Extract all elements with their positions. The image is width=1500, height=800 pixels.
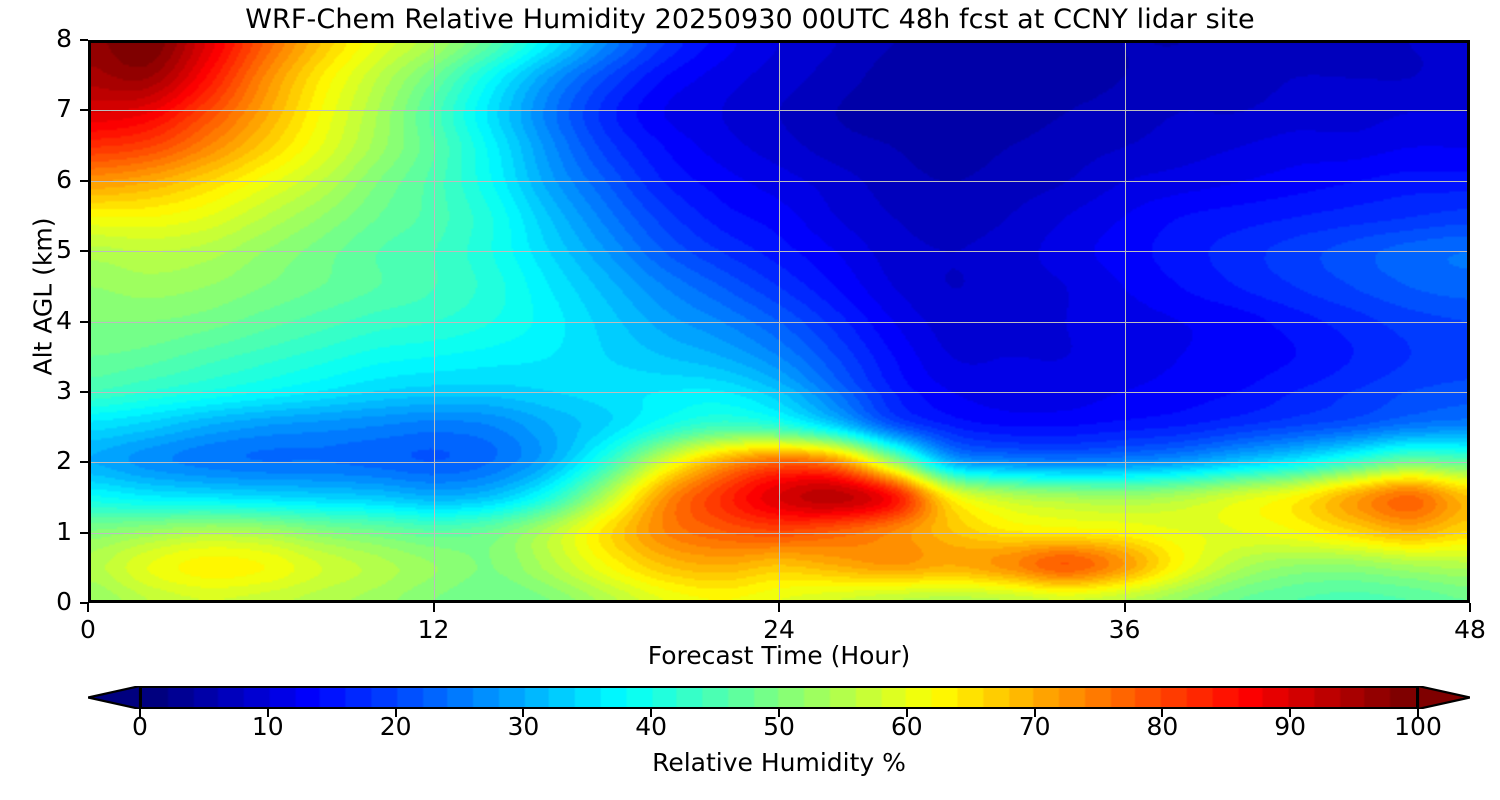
y-tick-mark [80, 250, 88, 253]
y-tick-mark [80, 320, 88, 323]
x-axis-label: Forecast Time (Hour) [647, 641, 911, 670]
colorbar-tick-label: 40 [635, 712, 668, 741]
colorbar-tick-mark [394, 709, 397, 717]
colorbar-tick-mark [778, 709, 780, 717]
y-tick-label: 0 [56, 587, 72, 616]
heatmap-field [91, 43, 1467, 600]
colorbar-tick-mark [266, 709, 269, 717]
y-tick-mark [80, 109, 88, 112]
colorbar-tick-label: 20 [379, 712, 412, 741]
colorbar-tick-label: 30 [507, 712, 540, 741]
plot-axes [88, 40, 1470, 603]
y-tick-label: 1 [56, 516, 72, 546]
y-tick-label: 3 [56, 375, 72, 405]
y-tick-mark [80, 602, 88, 604]
y-tick-label: 6 [56, 164, 72, 194]
colorbar [88, 686, 1470, 709]
y-tick-mark [80, 531, 88, 534]
y-tick-label: 2 [56, 446, 72, 476]
colorbar-tick-label: 70 [1018, 712, 1051, 741]
colorbar-gradient [140, 686, 1418, 709]
colorbar-tick-label: 100 [1394, 712, 1442, 741]
colorbar-tick-mark [1033, 709, 1036, 717]
y-tick-label: 5 [56, 235, 72, 265]
colorbar-tick-label: 90 [1274, 712, 1307, 741]
x-tick-mark [1123, 603, 1126, 612]
colorbar-tick-mark [139, 709, 141, 717]
colorbar-over-arrow-icon [1418, 686, 1470, 709]
x-tick-label: 0 [80, 615, 96, 644]
colorbar-tick-mark [522, 709, 525, 717]
colorbar-tick-label: 60 [890, 712, 923, 741]
colorbar-tick-mark [650, 709, 653, 717]
colorbar-tick-label: 80 [1146, 712, 1179, 741]
y-tick-mark [80, 179, 88, 182]
y-tick-mark [80, 461, 88, 464]
colorbar-tick-mark [1161, 709, 1164, 717]
x-tick-mark [1469, 603, 1471, 612]
y-tick-mark [80, 39, 88, 41]
colorbar-tick-label: 50 [763, 712, 795, 741]
x-tick-label: 12 [417, 615, 450, 644]
x-tick-label: 36 [1108, 615, 1141, 644]
y-tick-label: 7 [56, 94, 72, 124]
y-tick-label: 8 [56, 24, 72, 53]
colorbar-label: Relative Humidity % [652, 748, 906, 777]
page-title: WRF-Chem Relative Humidity 20250930 00UT… [245, 4, 1255, 35]
x-tick-mark [432, 603, 435, 612]
y-tick-label: 4 [56, 305, 72, 335]
y-axis-label: Alt AGL (km) [28, 217, 58, 376]
colorbar-tick-mark [1417, 709, 1419, 717]
x-tick-label: 48 [1454, 615, 1486, 644]
colorbar-tick-mark [905, 709, 908, 717]
colorbar-canvas [142, 688, 1416, 707]
x-tick-mark [87, 603, 89, 612]
x-tick-mark [778, 603, 780, 612]
colorbar-tick-label: 10 [251, 712, 284, 741]
colorbar-tick-label: 0 [132, 712, 148, 741]
y-tick-mark [80, 390, 88, 393]
colorbar-tick-mark [1289, 709, 1292, 717]
colorbar-under-arrow-icon [88, 686, 140, 709]
heatmap-canvas [91, 43, 1467, 600]
x-tick-label: 24 [763, 615, 795, 644]
